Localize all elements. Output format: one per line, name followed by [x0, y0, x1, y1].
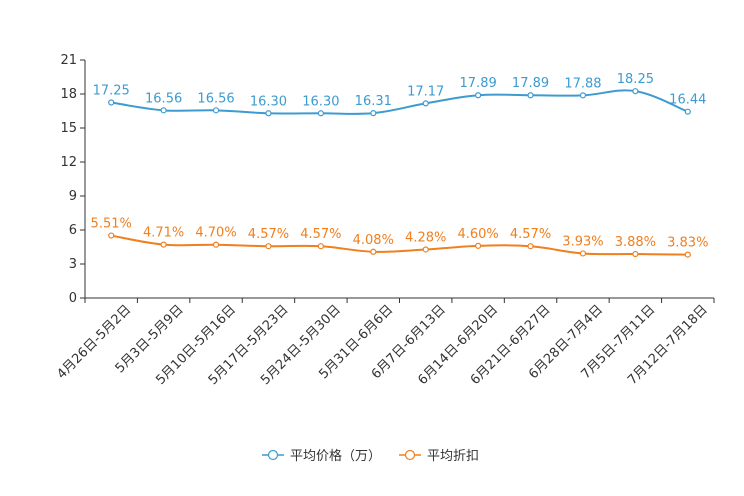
- data-point: [212, 241, 220, 248]
- y-axis: 0 3 6 9 12 15 18 21: [60, 53, 86, 306]
- data-label: 17.25: [93, 84, 130, 99]
- series-line: [111, 89, 689, 115]
- data-point: [212, 107, 220, 114]
- data-label: 4.57%: [300, 227, 341, 242]
- data-label: 5.51%: [91, 217, 132, 232]
- data-point: [684, 251, 691, 258]
- legend-item-2[interactable]: 平均折扣: [399, 449, 479, 464]
- y-tick-label: 21: [60, 53, 77, 68]
- legend-marker: [404, 449, 416, 461]
- data-label: 4.28%: [405, 230, 446, 245]
- series-layer: 17.25 16.56 16.56 16.30 16.30 16.31 17.17 17.89…: [91, 72, 708, 258]
- data-point: [527, 243, 534, 250]
- series-1: 17.25 16.56 16.56 16.30 16.30 16.31 17.17 17.89…: [93, 72, 706, 117]
- y-tick-label: 9: [69, 189, 77, 204]
- data-point: [422, 246, 429, 253]
- data-point: [422, 100, 429, 107]
- data-label: 4.71%: [143, 226, 184, 241]
- data-label: 4.60%: [457, 227, 498, 242]
- y-tick-label: 6: [69, 223, 77, 238]
- data-label: 3.93%: [562, 234, 603, 249]
- x-axis: 4月26日-5月2日5月3日-5月9日5月10日-5月16日5月17日-5月23…: [54, 297, 715, 388]
- data-point: [370, 248, 377, 255]
- y-tick-label: 12: [60, 155, 77, 170]
- y-tick-label: 3: [69, 257, 77, 272]
- data-label: 17.88: [564, 76, 601, 91]
- data-point: [160, 241, 167, 248]
- data-point: [108, 99, 115, 106]
- data-label: 16.44: [669, 93, 706, 108]
- y-tick-label: 0: [69, 291, 77, 306]
- series-2: 5.51% 4.71% 4.70% 4.57% 4.57% 4.08% 4.28% 4.60%…: [91, 217, 708, 258]
- y-tick-label: 15: [60, 121, 77, 136]
- data-label: 17.17: [407, 84, 444, 99]
- data-point: [632, 88, 639, 95]
- data-label: 4.57%: [248, 227, 289, 242]
- data-label: 18.25: [617, 72, 654, 87]
- data-label: 16.56: [197, 91, 234, 106]
- legend-label: 平均折扣: [427, 449, 479, 464]
- series-line: [111, 234, 688, 256]
- data-point: [527, 92, 534, 99]
- data-label: 4.70%: [195, 226, 236, 241]
- legend-item-1[interactable]: 平均价格（万）: [262, 448, 381, 464]
- data-label: 3.83%: [667, 236, 708, 251]
- data-point: [475, 242, 482, 249]
- data-label: 16.56: [145, 91, 182, 106]
- data-label: 16.31: [355, 94, 392, 109]
- data-point: [108, 232, 115, 239]
- data-point: [579, 92, 587, 99]
- data-label: 3.88%: [615, 235, 656, 250]
- data-label: 4.57%: [510, 227, 551, 242]
- data-point: [370, 110, 377, 117]
- data-point: [265, 243, 272, 250]
- legend: 平均价格（万） 平均折扣: [262, 448, 479, 464]
- data-label: 16.30: [250, 94, 287, 109]
- data-label: 17.89: [512, 76, 549, 91]
- data-label: 17.89: [460, 76, 497, 91]
- data-point: [160, 107, 167, 114]
- data-point: [317, 110, 324, 117]
- data-label: 16.30: [302, 94, 339, 109]
- data-point: [579, 250, 587, 257]
- y-tick-label: 18: [60, 87, 77, 102]
- data-point: [632, 250, 639, 258]
- data-point: [317, 243, 324, 250]
- data-point: [265, 110, 272, 117]
- data-label: 4.08%: [353, 233, 394, 248]
- legend-label: 平均价格（万）: [290, 448, 381, 464]
- legend-marker: [267, 449, 279, 461]
- data-point: [475, 92, 482, 99]
- data-point: [684, 108, 691, 115]
